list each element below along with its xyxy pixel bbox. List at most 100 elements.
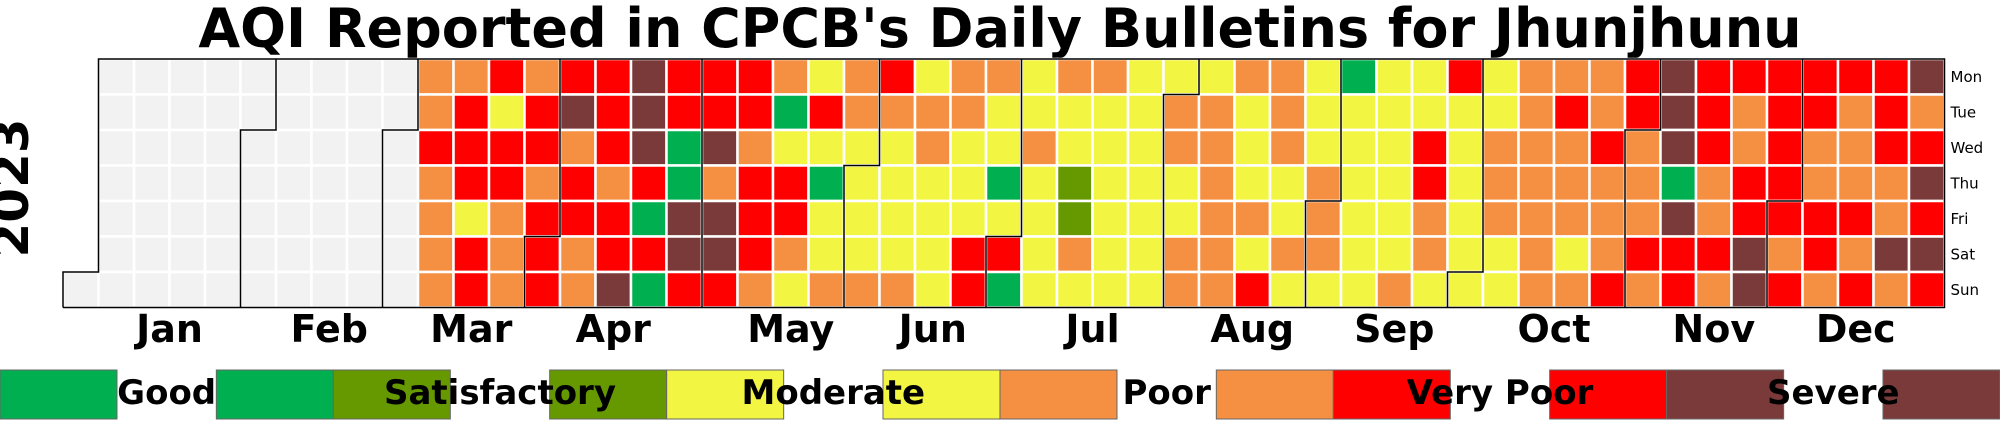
day-cell	[203, 164, 242, 203]
day-cell	[1268, 235, 1307, 274]
day-cell	[1055, 128, 1094, 167]
day-cell	[807, 270, 846, 309]
month-label: Nov	[1672, 307, 1755, 351]
day-cell	[132, 164, 171, 203]
day-cell	[1410, 270, 1449, 309]
day-cell	[1623, 270, 1662, 309]
day-cell	[1091, 128, 1130, 167]
day-cell	[1836, 57, 1875, 96]
day-cell	[168, 93, 207, 132]
day-cell	[1339, 164, 1378, 203]
weekday-labels: Mon Tue Wed Thu Fri Sat Sun	[1950, 68, 1984, 299]
day-cell	[1233, 235, 1272, 274]
day-cell	[1552, 199, 1591, 238]
day-cell	[807, 57, 846, 96]
day-cell	[452, 270, 491, 309]
day-cell	[345, 270, 384, 309]
day-cell	[949, 270, 988, 309]
month-separator	[1766, 59, 1804, 308]
day-cell	[1517, 199, 1556, 238]
day-cell	[878, 128, 917, 167]
day-cell	[984, 235, 1023, 274]
day-cell	[594, 128, 633, 167]
day-cell	[1268, 128, 1307, 167]
day-cell	[310, 57, 349, 96]
day-cell	[1801, 93, 1840, 132]
day-cell	[416, 270, 455, 309]
day-cell	[1126, 57, 1165, 96]
day-cell	[1659, 57, 1698, 96]
day-cell	[594, 235, 633, 274]
day-cell	[665, 128, 704, 167]
day-cell	[1907, 270, 1946, 309]
day-cell	[203, 57, 242, 96]
day-cell	[1694, 235, 1733, 274]
day-cell	[1055, 57, 1094, 96]
day-cell	[1410, 199, 1449, 238]
day-cell	[558, 128, 597, 167]
day-cell	[381, 128, 420, 167]
day-cell	[736, 199, 775, 238]
day-cell	[700, 128, 739, 167]
day-cell	[1730, 235, 1769, 274]
day-cell	[1020, 57, 1059, 96]
day-cell	[1765, 128, 1804, 167]
day-cell	[665, 93, 704, 132]
day-cell	[452, 199, 491, 238]
day-cell	[97, 128, 136, 167]
day-cell	[736, 128, 775, 167]
day-cell	[345, 199, 384, 238]
day-cell	[416, 164, 455, 203]
day-cell	[1623, 128, 1662, 167]
day-cell	[168, 270, 207, 309]
day-cell	[1197, 128, 1236, 167]
day-cell	[1162, 57, 1201, 96]
day-cell	[97, 164, 136, 203]
day-cell	[558, 164, 597, 203]
day-cell	[629, 128, 668, 167]
year-label: 2023	[0, 118, 40, 257]
month-label: Sep	[1354, 307, 1434, 351]
day-cell	[452, 128, 491, 167]
day-cell	[1233, 164, 1272, 203]
weekday-label: Wed	[1951, 139, 1984, 157]
legend-swatch	[1666, 369, 1785, 420]
day-cell	[1055, 270, 1094, 309]
day-cell	[1836, 199, 1875, 238]
day-cell	[1552, 235, 1591, 274]
day-cell	[1801, 199, 1840, 238]
day-cell	[1481, 93, 1520, 132]
day-cell	[949, 235, 988, 274]
day-cell	[629, 164, 668, 203]
day-cell	[310, 93, 349, 132]
day-cell	[665, 235, 704, 274]
day-cell	[97, 57, 136, 96]
month-label: Dec	[1816, 307, 1896, 351]
day-cell	[1446, 128, 1485, 167]
day-cell	[1339, 270, 1378, 309]
day-cell	[523, 199, 562, 238]
day-cell	[1020, 199, 1059, 238]
legend-swatch	[1332, 369, 1451, 420]
day-cell	[381, 93, 420, 132]
day-cell	[1197, 164, 1236, 203]
day-cell	[203, 93, 242, 132]
day-cell	[523, 164, 562, 203]
day-cell	[452, 57, 491, 96]
day-cell	[1375, 164, 1414, 203]
day-cell	[1517, 128, 1556, 167]
day-cell	[878, 93, 917, 132]
day-cell	[771, 164, 810, 203]
day-cell	[665, 164, 704, 203]
day-cell	[1872, 199, 1911, 238]
day-cell	[1907, 164, 1946, 203]
month-labels: Jan Feb Mar Apr May Jun Jul Aug Sep Oct Nov Dec	[133, 307, 1896, 351]
day-cell	[523, 57, 562, 96]
day-cell	[168, 235, 207, 274]
day-cell	[1126, 270, 1165, 309]
day-cell	[61, 270, 100, 309]
weekday-label: Sun	[1951, 281, 1980, 299]
day-cell	[1588, 199, 1627, 238]
day-cell	[487, 199, 526, 238]
day-cell	[1375, 199, 1414, 238]
